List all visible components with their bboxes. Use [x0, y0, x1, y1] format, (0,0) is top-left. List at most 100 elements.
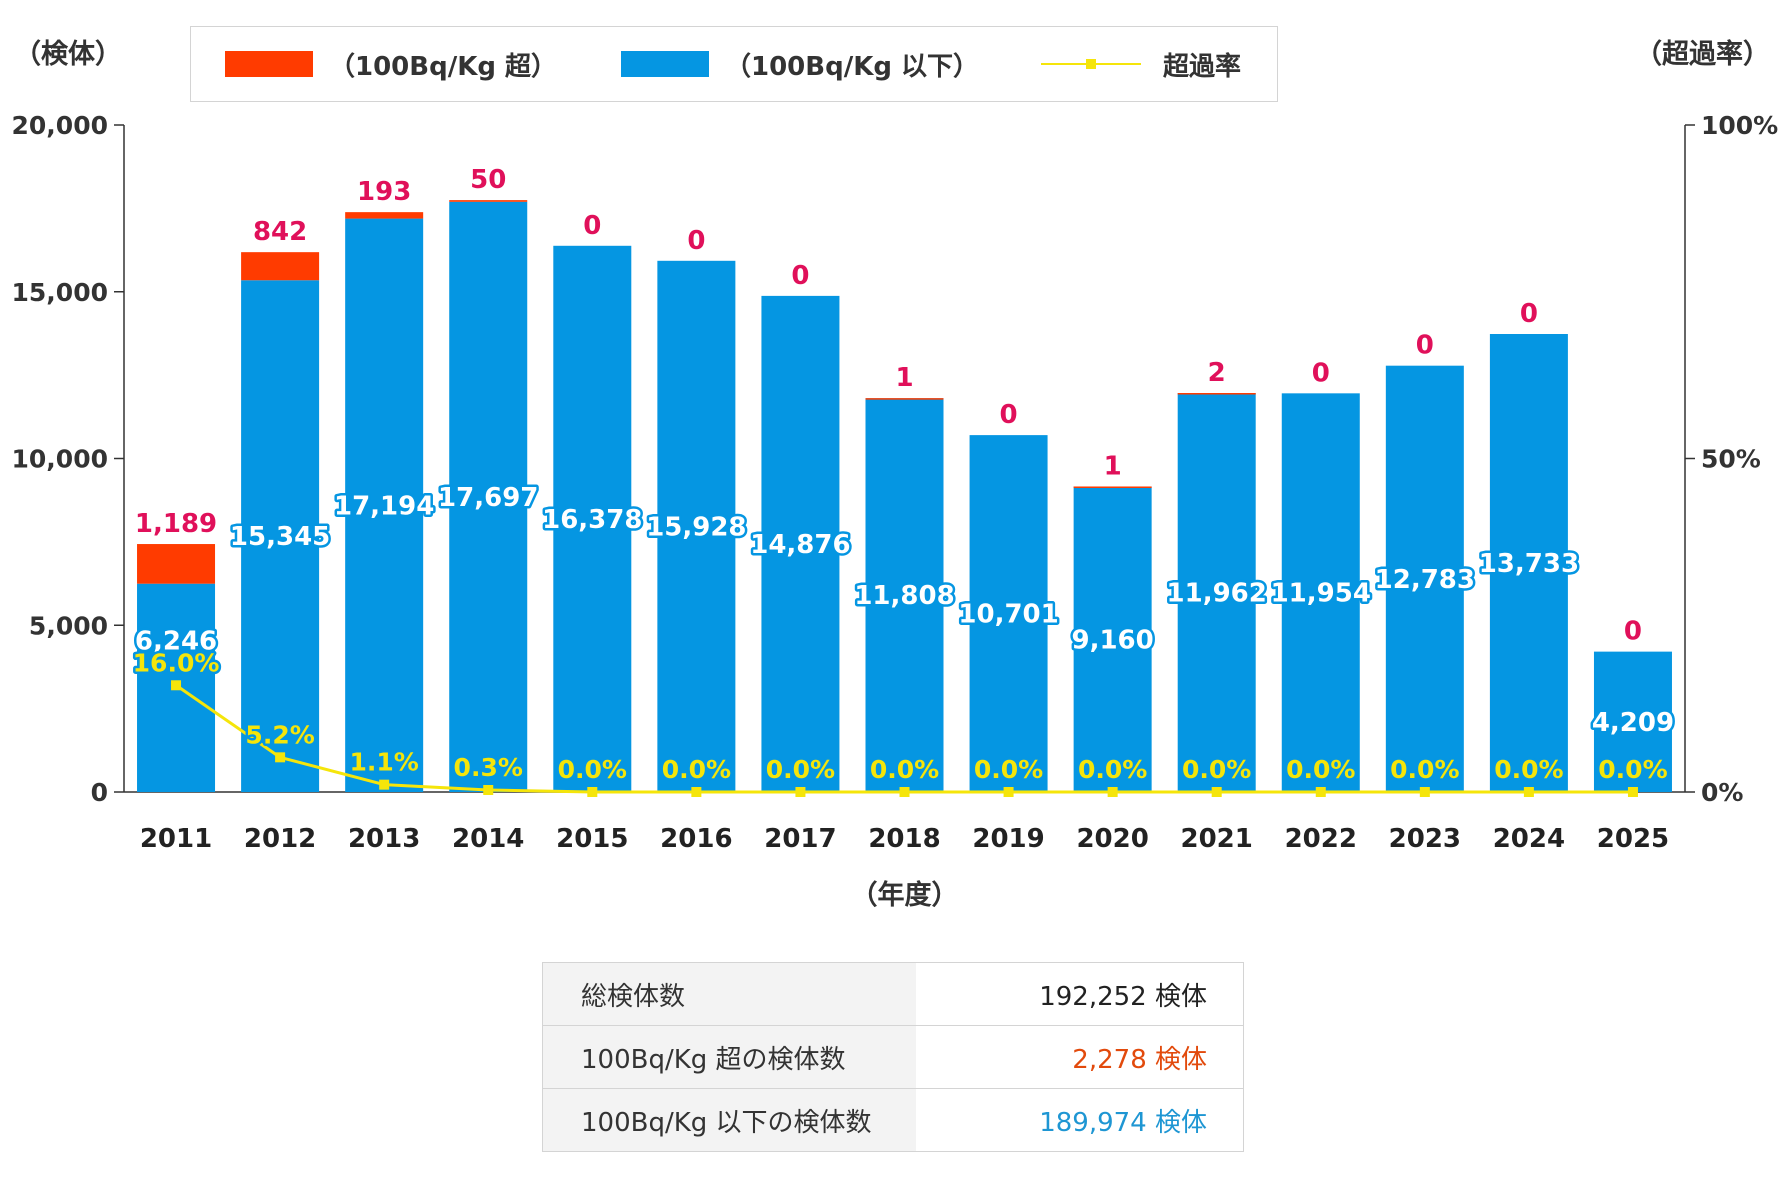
rate-point [1419, 787, 1430, 797]
bar-over [1177, 393, 1256, 395]
y-tick-label: 10,000 [12, 445, 108, 474]
x-tick-label: 2020 [1076, 824, 1148, 854]
x-tick-label: 2025 [1597, 824, 1669, 854]
data-label-rate: 0.3% [454, 753, 523, 782]
data-label-over: 0 [1312, 358, 1330, 388]
data-label-over: 1 [895, 363, 913, 393]
legend-swatch-under [621, 51, 709, 77]
data-label-over: 0 [687, 226, 705, 256]
rate-point [483, 784, 494, 795]
summary-label-over: 100Bq/Kg 超の検体数 [542, 1025, 916, 1089]
rate-point [171, 680, 182, 691]
y-axis-unit-label: （検体） [14, 39, 122, 70]
rate-point [1003, 787, 1014, 797]
data-label-under: 11,808 [854, 581, 954, 611]
bar-under [345, 218, 424, 793]
y-tick-label: 0 [91, 778, 108, 807]
data-label-under: 12,783 [1375, 565, 1475, 595]
y2-tick-label: 0% [1701, 778, 1743, 807]
data-label-rate: 0.0% [1286, 755, 1355, 784]
summary-row-total: 総検体数 192,252 検体 [542, 962, 1244, 1026]
data-label-over: 0 [1624, 617, 1642, 647]
bar-over [241, 252, 320, 281]
data-label-rate: 0.0% [870, 755, 939, 784]
data-label-under: 9,160 [1072, 625, 1154, 655]
data-label-under: 13,733 [1479, 549, 1579, 579]
rate-point [379, 779, 390, 790]
data-label-over: 1 [1104, 451, 1122, 481]
rate-point [587, 787, 598, 797]
x-tick-label: 2012 [244, 824, 316, 854]
bar-under [1281, 393, 1360, 792]
bar-under [969, 435, 1048, 792]
y-tick-label: 5,000 [29, 611, 108, 640]
stacked-bar-chart: 0 5,000 10,000 15,000 20,000 0% 50% 100% 2011 201… [12, 111, 1779, 911]
rate-point [1523, 787, 1534, 797]
x-tick-label: 2011 [140, 824, 212, 854]
data-label-rate: 0.0% [1598, 755, 1667, 784]
data-label-under: 10,701 [958, 600, 1058, 630]
x-tick-label: 2023 [1389, 824, 1461, 854]
bar-over [137, 544, 216, 584]
legend-item-over: （100Bq/Kg 超） [225, 27, 557, 101]
bar-over [865, 398, 944, 400]
data-label-under: 11,954 [1271, 579, 1371, 609]
legend-label-over: （100Bq/Kg 超） [329, 51, 558, 82]
legend-line-rate [1041, 51, 1141, 77]
y-tick-label: 20,000 [12, 111, 108, 140]
bar-under [449, 201, 528, 792]
bar-under [865, 398, 944, 792]
rate-point [795, 787, 806, 797]
rate-point [1315, 787, 1326, 797]
bar-over [345, 212, 424, 219]
legend-label-rate: 超過率 [1163, 51, 1242, 82]
legend-swatch-over [225, 51, 313, 77]
data-label-under: 11,962 [1167, 579, 1267, 609]
x-axis-title: （年度） [851, 879, 959, 911]
bar-under [657, 260, 736, 792]
bar-under [761, 295, 840, 792]
data-label-over: 50 [470, 165, 506, 195]
bar-under [241, 280, 320, 792]
data-label-rate: 1.1% [349, 748, 418, 777]
summary-label-total: 総検体数 [542, 962, 916, 1026]
x-tick-label: 2024 [1493, 824, 1565, 854]
legend-item-rate: 超過率 [1041, 27, 1241, 101]
data-label-over: 0 [791, 261, 809, 291]
data-label-rate: 0.0% [1182, 755, 1251, 784]
summary-value-total: 192,252 検体 [916, 962, 1244, 1026]
rate-point [1107, 787, 1118, 797]
data-label-over: 1,189 [135, 509, 217, 539]
bar-under [1593, 651, 1672, 792]
data-label-under: 15,928 [646, 512, 746, 542]
y2-tick-label: 100% [1701, 111, 1778, 140]
data-label-rate: 0.0% [1078, 755, 1147, 784]
y2-tick-label: 50% [1701, 445, 1761, 474]
data-label-rate: 0.0% [1390, 755, 1459, 784]
data-label-rate: 0.0% [766, 755, 835, 784]
x-tick-label: 2019 [972, 824, 1044, 854]
rate-point [1627, 787, 1638, 797]
rate-point [275, 752, 286, 763]
bar-under [1177, 393, 1256, 792]
data-label-under: 17,194 [334, 491, 434, 521]
bar-under [1489, 334, 1568, 792]
data-label-over: 0 [1416, 331, 1434, 361]
summary-row-over: 100Bq/Kg 超の検体数 2,278 検体 [542, 1025, 1244, 1089]
rate-point [899, 787, 910, 797]
summary-row-under: 100Bq/Kg 以下の検体数 189,974 検体 [542, 1088, 1244, 1152]
rate-point [691, 787, 702, 797]
x-tick-label: 2014 [452, 824, 524, 854]
data-label-under: 6,246 [135, 627, 217, 657]
data-label-rate: 0.0% [974, 755, 1043, 784]
data-label-over: 842 [253, 217, 307, 247]
bar-over [1073, 486, 1152, 488]
rate-point [1211, 787, 1222, 797]
x-tick-label: 2016 [660, 824, 732, 854]
bar-under [553, 245, 632, 792]
summary-value-under: 189,974 検体 [916, 1088, 1244, 1152]
data-label-rate: 0.0% [558, 755, 627, 784]
bar-under [1385, 365, 1464, 792]
y-tick-label: 15,000 [12, 278, 108, 307]
x-tick-label: 2015 [556, 824, 628, 854]
